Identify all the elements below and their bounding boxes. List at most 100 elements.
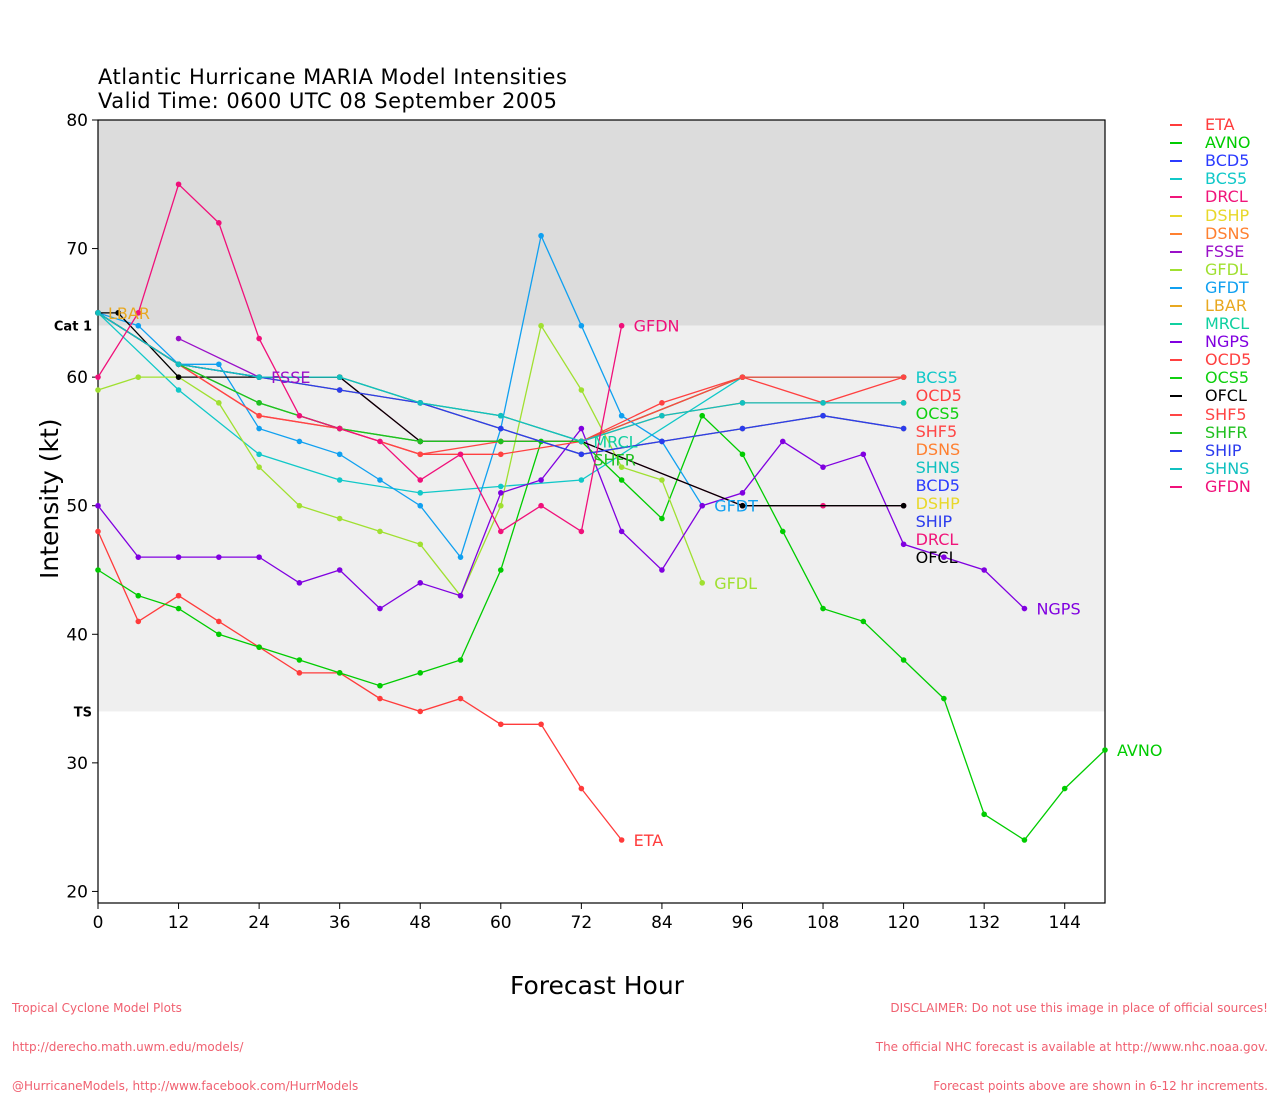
- legend-label: LBAR: [1205, 295, 1247, 315]
- legend-swatch: [1170, 341, 1182, 344]
- data-point-ofcl: [175, 374, 182, 380]
- series-end-label: OFCL: [916, 548, 958, 567]
- data-point-eta: [538, 721, 544, 728]
- x-tick-label: 108: [807, 913, 839, 933]
- data-point-gfdt: [135, 322, 142, 329]
- legend-swatch: [1170, 214, 1182, 217]
- data-point-ofcl: [115, 310, 121, 316]
- data-point-ngps: [256, 554, 262, 560]
- band-label: Cat 1: [54, 320, 92, 335]
- legend-item-ship: SHIP: [1170, 441, 1251, 460]
- series-end-label: GFDN: [634, 317, 680, 336]
- legend-swatch: [1170, 124, 1182, 127]
- data-point-gfdl: [699, 580, 705, 586]
- y-axis-label: Intensity (kt): [35, 418, 64, 579]
- data-point-gfdl: [659, 477, 665, 483]
- x-tick-label: 24: [248, 913, 270, 933]
- data-point-gfdt: [417, 502, 424, 509]
- data-point-bcs5: [336, 477, 343, 483]
- data-point-ngps: [578, 425, 585, 432]
- data-point-shns: [256, 374, 262, 380]
- y-tick-label: 30: [66, 754, 88, 774]
- legend-label: OFCL: [1205, 386, 1247, 406]
- data-point-bcs5: [498, 483, 504, 490]
- legend-swatch: [1170, 304, 1182, 307]
- legend-item-avno: AVNO: [1170, 134, 1251, 152]
- data-point-ofcl: [739, 502, 746, 509]
- data-point-ngps: [417, 580, 424, 586]
- data-point-ofcl: [900, 502, 907, 509]
- y-tick-label: 40: [66, 625, 88, 645]
- data-point-eta: [457, 695, 464, 702]
- series-end-label: SHFR: [593, 450, 636, 469]
- data-point-avno: [296, 657, 303, 663]
- legend-swatch: [1170, 178, 1182, 181]
- legend-label: MRCL: [1205, 314, 1250, 334]
- data-point-eta: [216, 618, 222, 625]
- data-point-ngps: [457, 592, 464, 599]
- intensity-band: [98, 325, 1105, 712]
- data-point-shns: [739, 400, 746, 406]
- x-tick-label: 72: [571, 913, 593, 933]
- footer-line: Tropical Cyclone Model Plots: [12, 1001, 182, 1015]
- data-point-gfdt: [457, 554, 464, 560]
- data-point-ship: [498, 425, 504, 432]
- data-point-ngps: [699, 502, 705, 509]
- data-point-gfdt: [256, 425, 262, 432]
- legend-swatch: [1170, 449, 1182, 452]
- data-point-shf5: [256, 412, 262, 419]
- x-tick-label: 48: [409, 913, 431, 933]
- data-point-ngps: [900, 541, 907, 548]
- data-point-ocd5: [498, 451, 504, 458]
- y-tick-label: 50: [66, 497, 88, 517]
- data-point-shns: [900, 400, 907, 406]
- legend-label: FSSE: [1205, 241, 1245, 261]
- x-tick-label: 144: [1048, 913, 1080, 933]
- series-line-eta: [97, 531, 623, 841]
- series-end-label: ETA: [634, 831, 664, 850]
- data-point-avno: [659, 515, 665, 522]
- x-tick-label: 0: [93, 913, 104, 933]
- data-point-avno: [498, 567, 504, 573]
- legend-swatch: [1170, 323, 1182, 326]
- x-tick-label: 36: [329, 913, 351, 933]
- legend-label: NGPS: [1205, 332, 1250, 352]
- x-tick-label: 96: [732, 913, 754, 933]
- data-point-shns: [820, 400, 826, 406]
- data-point-avno: [216, 631, 222, 638]
- legend-item-mrcl: MRCL: [1170, 315, 1251, 333]
- series-end-label: NGPS: [1036, 600, 1080, 619]
- data-point-gfdt: [336, 451, 343, 458]
- data-point-shns: [578, 438, 585, 445]
- data-point-ship: [659, 438, 665, 445]
- data-point-shns: [659, 412, 665, 419]
- data-point-ngps: [618, 528, 625, 535]
- series-line-gfdn: [97, 183, 623, 533]
- legend-label: BCD5: [1205, 151, 1250, 171]
- data-point-ngps: [739, 490, 746, 496]
- data-point-ngps: [336, 567, 343, 573]
- data-point-ngps: [377, 605, 383, 612]
- footer-credits: Tropical Cyclone Model Plots http://dere…: [12, 976, 358, 1106]
- legend-swatch: [1170, 359, 1182, 362]
- legend-item-eta: ETA: [1170, 116, 1251, 134]
- series-end-label: DSHP: [916, 494, 961, 513]
- data-point-gfdt: [538, 232, 544, 239]
- legend-item-ocs5: OCS5: [1170, 369, 1251, 387]
- legend-item-ofcl: OFCL: [1170, 387, 1251, 405]
- data-point-gfdn: [417, 477, 424, 483]
- data-point-ship: [336, 387, 343, 393]
- data-point-gfdl: [538, 322, 544, 329]
- data-point-ngps: [95, 502, 101, 509]
- data-point-avno: [457, 657, 464, 663]
- data-point-eta: [417, 708, 424, 715]
- data-point-gfdn: [618, 322, 625, 329]
- data-point-gfdl: [377, 528, 383, 535]
- legend-swatch: [1170, 431, 1182, 434]
- legend-label: AVNO: [1205, 133, 1251, 153]
- data-point-gfdn: [457, 451, 464, 458]
- data-point-gfdl: [256, 464, 262, 470]
- data-point-avno: [618, 477, 625, 483]
- legend-label: SHNS: [1205, 458, 1250, 478]
- data-point-avno: [1102, 747, 1108, 753]
